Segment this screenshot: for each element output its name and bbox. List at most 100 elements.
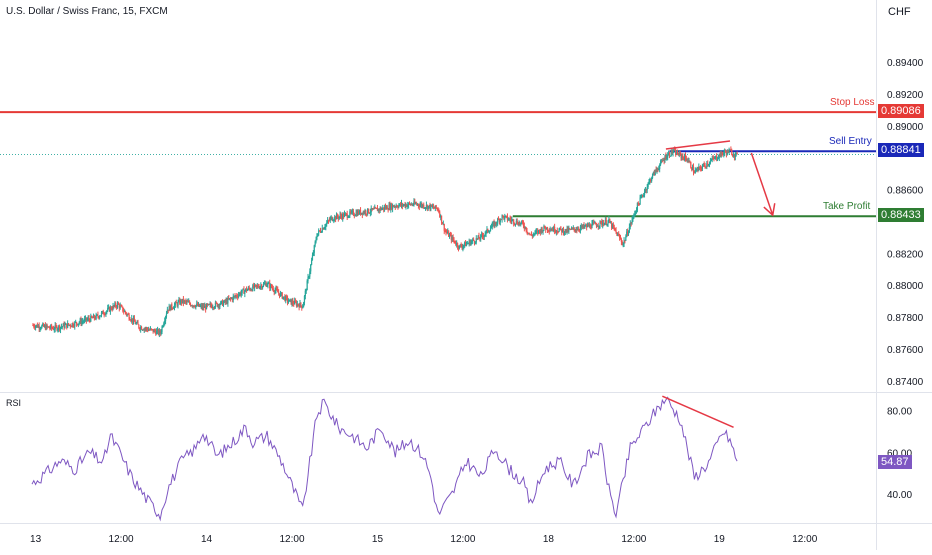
candle-body [81,321,83,324]
candle-body [523,225,525,229]
candle-body [700,166,702,169]
candle-body [294,300,297,303]
candle-body [176,303,178,306]
candle-body [515,220,517,224]
candle-body [84,317,87,319]
candle-body [578,229,580,231]
candle-body [346,213,348,218]
candle-body [147,329,149,331]
candle-body [704,164,706,167]
candle-body [357,211,359,216]
candle-body [418,205,420,207]
candle-body [564,229,566,233]
candle-body [187,301,189,303]
price-tick-label: 0.89000 [887,122,924,133]
candle-body [407,205,409,207]
candle-body [734,153,736,158]
candle-body [660,160,663,162]
candle-body [733,155,736,158]
candle-body [476,238,478,240]
candle-body [278,293,281,297]
candle-body [725,152,728,155]
candle-body [338,216,340,219]
candle-body [339,214,341,217]
candle-body [57,328,59,331]
candle-body [618,234,620,236]
candle-body [360,212,363,215]
candle-body [393,206,395,208]
candle-body [199,305,201,307]
candle-body [373,208,375,210]
candle-body [551,229,553,231]
candle-body [62,323,64,327]
candle-body [331,216,333,221]
candle-body [676,151,679,155]
time-tick-label: 12:00 [450,534,475,545]
candle-body [601,221,603,225]
candle-body [177,301,179,306]
candle-body [525,227,527,231]
candle-body [449,234,452,236]
candle-body [163,323,165,327]
candle-body [242,288,244,290]
candle-body [624,240,626,242]
candle-body [613,227,615,229]
candle-body [443,223,445,231]
candle-body [546,227,549,231]
candle-body [615,230,617,233]
candle-body [478,235,480,239]
candle-body [35,324,38,327]
candle-body [545,228,547,230]
candle-body [718,154,720,158]
candle-body [736,152,738,154]
candle-body [459,245,461,247]
candle-body [93,315,95,319]
candle-body [37,325,39,328]
candle-body [411,204,413,206]
candle-body [579,227,582,231]
candle-body [119,305,121,309]
candle-body [171,304,173,309]
candle-body [701,166,704,170]
candle-body [705,166,707,168]
candle-body [391,205,394,210]
candle-body [156,329,159,331]
candle-body [298,305,300,308]
candle-body [570,228,573,230]
candle-body [59,325,61,330]
candle-body [372,208,374,210]
candle-body [617,234,619,236]
candle-body [627,231,629,235]
candle-body [489,231,491,233]
candle-body [214,302,217,308]
candle-body [245,288,248,291]
candle-body [45,325,47,330]
candle-body [108,307,111,312]
candle-body [247,287,249,290]
candle-body [67,323,69,328]
candle-body [576,230,578,232]
candle-body [589,224,591,228]
candle-body [174,302,176,305]
candle-body [659,165,661,169]
candle-body [500,219,502,221]
candle-body [358,211,360,214]
candle-body [182,298,184,303]
candle-body [229,298,232,300]
candle-body [165,313,168,317]
candle-body [643,191,646,196]
candle-body [504,216,506,220]
candle-body [610,222,613,228]
candle-body [491,223,493,227]
candle-body [662,160,664,162]
candle-body [439,212,441,218]
candle-body [142,329,144,331]
candle-body [83,321,85,323]
candle-body [437,208,439,210]
candle-body [181,298,184,303]
candle-body [104,314,106,316]
candle-body [370,208,372,213]
candle-body [568,228,570,232]
candle-body [674,149,676,151]
